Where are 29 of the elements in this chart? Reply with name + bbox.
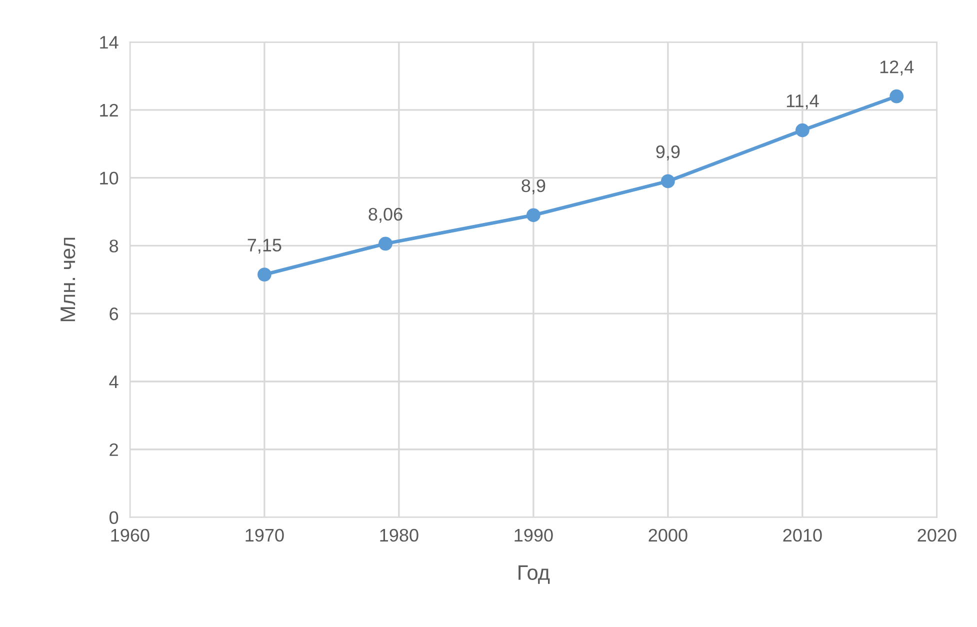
y-tick-label: 2 xyxy=(110,443,118,456)
x-tick-label: 1990 xyxy=(514,528,553,542)
point xyxy=(660,174,675,188)
x-tick-label: 2000 xyxy=(648,528,688,542)
y-tick-label: 12 xyxy=(100,104,118,116)
data-label: 12,4 xyxy=(880,60,914,76)
x-tick-label: 2020 xyxy=(918,528,956,542)
point xyxy=(257,268,272,282)
point xyxy=(890,89,904,104)
point xyxy=(796,123,810,138)
y-tick-label: 4 xyxy=(109,376,118,388)
data-label: 7,15 xyxy=(248,238,282,254)
data-label: 9,9 xyxy=(656,145,680,160)
x-tick-label: 1960 xyxy=(111,528,150,542)
data-label: 8,06 xyxy=(368,208,402,223)
y-axis-title: Млн. чел xyxy=(60,238,76,322)
data-label: 11,4 xyxy=(786,94,819,110)
point xyxy=(526,208,540,222)
x-tick-label: 1970 xyxy=(246,528,284,542)
y-tick-label: 6 xyxy=(110,308,118,320)
x-tick-label: 2010 xyxy=(783,528,822,542)
y-tick-label: 14 xyxy=(100,36,118,49)
data-label: 8,9 xyxy=(522,179,546,194)
point xyxy=(378,236,392,251)
y-tick-label: 0 xyxy=(109,511,118,524)
y-tick-label: 10 xyxy=(100,172,118,185)
x-tick-label: 1980 xyxy=(380,528,418,542)
x-axis-title: Год xyxy=(518,565,550,584)
y-tick-label: 8 xyxy=(110,240,118,252)
